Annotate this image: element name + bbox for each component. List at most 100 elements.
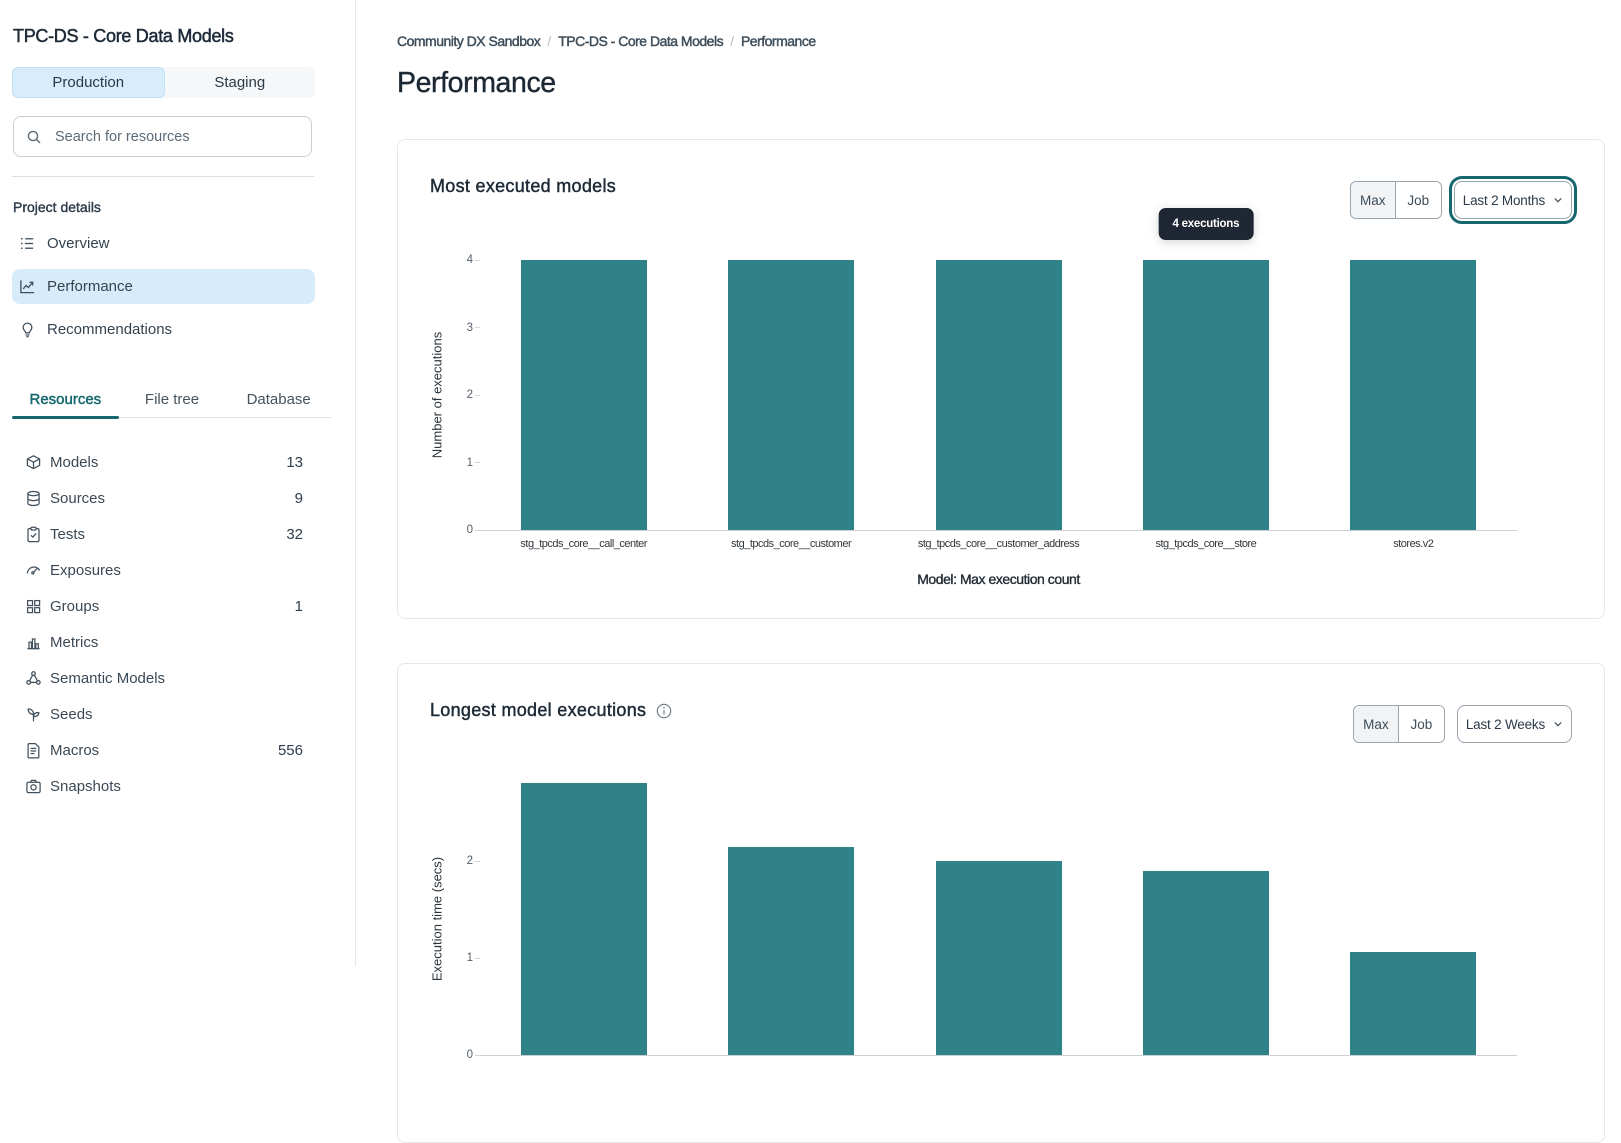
bar-stores.v2[interactable] (1350, 260, 1476, 530)
max-button[interactable]: Max (1351, 182, 1396, 218)
resource-label: Sources (50, 490, 105, 507)
resource-label: Groups (50, 598, 99, 615)
bar-stg_tpcds_core__customer[interactable] (728, 260, 854, 530)
tests-icon (25, 526, 42, 543)
sidebar-resource-models[interactable]: Models 13 (12, 444, 303, 480)
y-axis-label: Execution time (secs) (430, 857, 445, 981)
sidebar-resource-semantic-models[interactable]: Semantic Models (12, 660, 303, 696)
info-icon[interactable] (656, 703, 672, 719)
sidebar-item-recommendations[interactable]: Recommendations (12, 312, 315, 347)
search-input[interactable]: Search for resources (13, 116, 312, 157)
date-range-select[interactable]: Last 2 Weeks (1457, 705, 1572, 743)
chart-tooltip: 4 executions (1159, 208, 1254, 240)
resource-label: Models (50, 454, 98, 471)
resource-count: 13 (286, 454, 303, 471)
macros-icon (25, 742, 42, 759)
card-most-executed-models: Most executed models Max Job Last 2 Mont… (397, 139, 1605, 619)
chart-controls: Max Job Last 2 Weeks (1353, 705, 1572, 743)
x-category-label: stg_tpcds_core__customer_address (918, 538, 1079, 550)
bar-series-4[interactable] (1350, 952, 1476, 1055)
x-category-label: stg_tpcds_core__store (1155, 538, 1256, 550)
y-axis-label: Number of executions (430, 332, 445, 458)
breadcrumb-separator: / (730, 33, 734, 49)
breadcrumb-separator: / (547, 33, 551, 49)
main-content: Community DX Sandbox / TPC-DS - Core Data … (356, 0, 1621, 966)
resource-count: 9 (295, 490, 303, 507)
sidebar-resource-snapshots[interactable]: Snapshots (12, 768, 303, 804)
x-category-label: stg_tpcds_core__call_center (520, 538, 647, 550)
resource-label: Metrics (50, 634, 98, 651)
breadcrumb-item: Performance (741, 33, 816, 49)
job-button[interactable]: Job (1396, 182, 1441, 218)
metrics-icon (25, 634, 42, 651)
sidebar: TPC-DS - Core Data Models Production Sta… (0, 0, 356, 966)
y-tick-label: 2 (467, 389, 473, 401)
bar-stg_tpcds_core__customer_address[interactable] (936, 260, 1062, 530)
exposures-icon (25, 562, 42, 579)
card-title: Most executed models (430, 176, 616, 197)
y-tick-mark (475, 861, 480, 862)
tab-file-tree[interactable]: File tree (119, 388, 226, 417)
date-range-value: Last 2 Weeks (1466, 717, 1545, 732)
breadcrumb-item[interactable]: Community DX Sandbox (397, 33, 540, 49)
sidebar-resource-seeds[interactable]: Seeds (12, 696, 303, 732)
x-axis-label: Model: Max execution count (917, 571, 1080, 587)
bar-series-3[interactable] (1143, 871, 1269, 1055)
y-tick-mark (475, 958, 480, 959)
bar-series-0[interactable] (521, 783, 647, 1055)
search-placeholder: Search for resources (55, 129, 190, 145)
resource-label: Snapshots (50, 778, 121, 795)
chevron-down-icon (1553, 719, 1563, 729)
bar-series-1[interactable] (728, 847, 854, 1055)
y-tick-label: 0 (467, 1049, 473, 1061)
bar-series-2[interactable] (936, 861, 1062, 1055)
sidebar-divider (12, 176, 314, 177)
y-tick-label: 1 (467, 952, 473, 964)
tab-resources[interactable]: Resources (12, 388, 119, 417)
y-tick-label: 4 (467, 254, 473, 266)
tab-staging[interactable]: Staging (165, 67, 316, 98)
search-icon (26, 129, 42, 145)
tab-database[interactable]: Database (225, 388, 332, 417)
bar-stg_tpcds_core__call_center[interactable] (521, 260, 647, 530)
resource-count: 556 (278, 742, 303, 759)
sidebar-item-overview[interactable]: Overview (12, 226, 315, 261)
page-title: Performance (397, 64, 556, 102)
sidebar-item-performance[interactable]: Performance (12, 269, 315, 304)
project-details-label: Project details (13, 199, 101, 215)
resource-label: Tests (50, 526, 85, 543)
resource-label: Seeds (50, 706, 93, 723)
date-range-value: Last 2 Months (1463, 193, 1545, 208)
card-title: Longest model executions (430, 700, 646, 721)
breadcrumb: Community DX Sandbox / TPC-DS - Core Data … (397, 33, 816, 49)
y-tick-mark (475, 395, 480, 396)
max-button[interactable]: Max (1354, 706, 1399, 742)
bar-stg_tpcds_core__store[interactable] (1143, 260, 1269, 530)
models-icon (25, 454, 42, 471)
sources-icon (25, 490, 42, 507)
tab-production[interactable]: Production (12, 67, 165, 98)
job-button[interactable]: Job (1399, 706, 1444, 742)
sidebar-resource-sources[interactable]: Sources 9 (12, 480, 303, 516)
sidebar-resource-exposures[interactable]: Exposures (12, 552, 303, 588)
y-tick-label: 3 (467, 322, 473, 334)
snapshots-icon (25, 778, 42, 795)
chart-controls: Max Job Last 2 Months (1350, 181, 1572, 219)
sidebar-item-label: Overview (47, 235, 110, 252)
date-range-select[interactable]: Last 2 Months (1454, 181, 1572, 219)
x-axis-line (480, 530, 1517, 531)
x-axis-line (480, 1055, 1517, 1056)
breadcrumb-item[interactable]: TPC-DS - Core Data Models (558, 33, 723, 49)
overview-icon (19, 235, 36, 252)
y-tick-label: 1 (467, 457, 473, 469)
card-longest-model-executions: Longest model executions Max Job Last 2 … (397, 663, 1605, 1143)
sidebar-resource-metrics[interactable]: Metrics (12, 624, 303, 660)
y-tick-mark (475, 260, 480, 261)
sidebar-item-label: Performance (47, 278, 133, 295)
